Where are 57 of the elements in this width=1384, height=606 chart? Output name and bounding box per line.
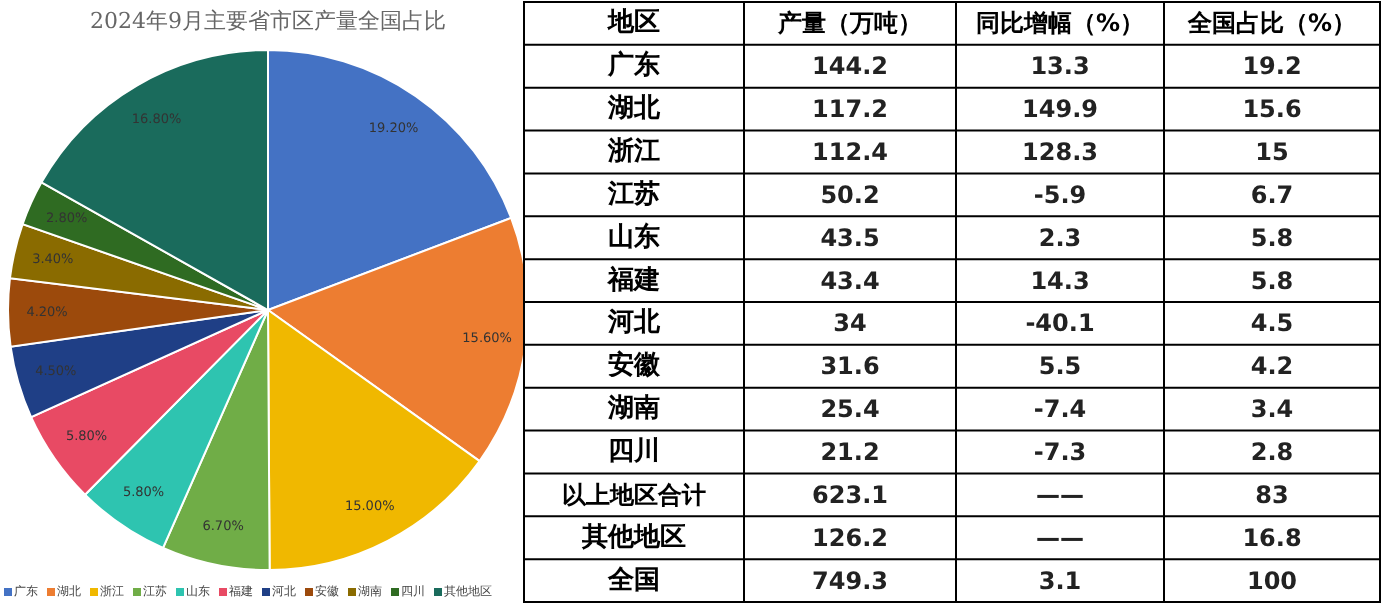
category-label: 其他地区 <box>580 522 686 553</box>
category-label: 湖南 <box>606 394 660 425</box>
data-label: 128.3 <box>1022 138 1098 166</box>
data-label: 144.2 <box>812 52 888 81</box>
data-label: 15.6 <box>1242 95 1302 124</box>
data-label: 5.8 <box>1250 223 1294 252</box>
data-label: 4.2 <box>1250 352 1294 381</box>
data-label: 43.4 <box>820 266 880 295</box>
category-label: 四川 <box>608 437 660 467</box>
category-label: 广东 <box>606 49 660 82</box>
text: 产量（万吨） <box>776 9 922 38</box>
data-label: 34 <box>833 309 867 338</box>
text: —— <box>1036 480 1084 509</box>
text: —— <box>1036 523 1084 552</box>
data-label: 50.2 <box>820 180 880 209</box>
data-label: 4.5 <box>1250 309 1294 338</box>
data-label: 31.6 <box>820 352 880 381</box>
category-label: 福建 <box>606 263 660 296</box>
category-label: 江苏 <box>606 179 660 210</box>
data-label: 5.5 <box>1038 352 1082 381</box>
text: 地区 <box>606 8 660 39</box>
category-label: 安徽 <box>608 349 662 382</box>
data-label: -40.1 <box>1025 309 1095 338</box>
text: 全国占比（%） <box>1185 9 1357 38</box>
data-label: 16.8 <box>1242 523 1302 552</box>
data-label: 6.7 <box>1250 180 1294 209</box>
data-label: 623.1 <box>812 480 888 509</box>
category-label: 浙江 <box>606 137 660 167</box>
chart-title: 2024年9月主要省市区产量全国占比 <box>90 8 446 34</box>
data-label: -7.4 <box>1033 395 1087 424</box>
data-label: 149.9 <box>1022 95 1098 124</box>
data-label: 14.3 <box>1030 266 1090 295</box>
data-label: 19.2 <box>1242 52 1302 81</box>
category-label: 河北 <box>606 308 662 339</box>
data-label: 112.4 <box>812 138 888 166</box>
category-label: 山东 <box>608 220 660 253</box>
data-label: 3.4 <box>1250 395 1294 424</box>
data-label: 13.3 <box>1030 52 1090 81</box>
data-label: 749.3 <box>812 566 888 595</box>
category-label: 以上地区合计 <box>562 480 706 509</box>
data-label: 3.1 <box>1038 566 1082 595</box>
data-label: 2.8 <box>1250 438 1294 466</box>
data-label: 100 <box>1246 566 1298 595</box>
data-label: 2.3 <box>1038 223 1082 252</box>
data-label: -5.9 <box>1033 180 1087 209</box>
category-label: 湖北 <box>606 94 662 125</box>
data-label: 83 <box>1255 480 1289 509</box>
data-label: 117.2 <box>812 95 888 124</box>
data-label: 43.5 <box>820 223 880 252</box>
data-label: 25.4 <box>820 395 880 424</box>
data-label: -7.3 <box>1033 438 1087 466</box>
data-label: 15 <box>1255 138 1289 166</box>
data-label: 5.8 <box>1250 266 1294 295</box>
data-label: 21.2 <box>820 438 880 466</box>
category-label: 全国 <box>606 565 660 596</box>
text: 同比增幅（%） <box>975 9 1145 38</box>
data-label: 126.2 <box>812 523 888 552</box>
